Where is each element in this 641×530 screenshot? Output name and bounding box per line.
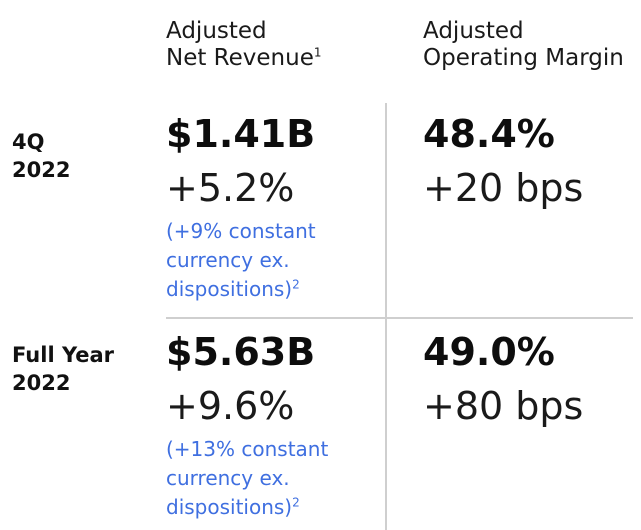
header-revenue-line2: Net Revenue1 [166,45,322,72]
header-adjusted-net-revenue: Adjusted Net Revenue1 [166,18,322,72]
note-line3-text: dispositions) [166,495,293,519]
header-revenue-line2-text: Net Revenue [166,45,314,71]
note-line3: dispositions)2 [166,275,316,304]
row-label-line1: Full Year [12,343,115,367]
footnote-1-marker: 1 [313,45,322,60]
revenue-growth: +5.2% [166,166,295,210]
header-adjusted-operating-margin: Adjusted Operating Margin [423,18,624,72]
row-label-line2: 2022 [12,158,71,182]
note-line2: currency ex. [166,248,290,272]
operating-margin-change: +80 bps [423,384,584,428]
revenue-value: $5.63B [166,330,316,374]
header-margin-line2: Operating Margin [423,45,624,71]
row-label-4q-2022: 4Q 2022 [12,128,70,184]
note-line1: (+9% constant [166,219,316,243]
operating-margin-value: 48.4% [423,112,555,156]
header-revenue-line1: Adjusted [166,18,267,44]
row-label-full-year-2022: Full Year 2022 [12,341,114,397]
row-divider [166,317,633,319]
operating-margin-change: +20 bps [423,166,584,210]
constant-currency-note: (+13% constant currency ex. dispositions… [166,435,328,522]
revenue-growth: +9.6% [166,384,295,428]
note-line3: dispositions)2 [166,493,328,522]
note-line1: (+13% constant [166,437,329,461]
header-margin-line1: Adjusted [423,18,524,44]
revenue-value: $1.41B [166,112,316,156]
note-line2: currency ex. [166,466,290,490]
row-label-line2: 2022 [12,371,71,395]
footnote-2-marker: 2 [292,277,300,292]
operating-margin-value: 49.0% [423,330,555,374]
row-label-line1: 4Q [12,130,45,154]
column-divider [385,103,387,530]
footnote-2-marker: 2 [292,495,300,510]
constant-currency-note: (+9% constant currency ex. dispositions)… [166,217,316,304]
note-line3-text: dispositions) [166,277,293,301]
